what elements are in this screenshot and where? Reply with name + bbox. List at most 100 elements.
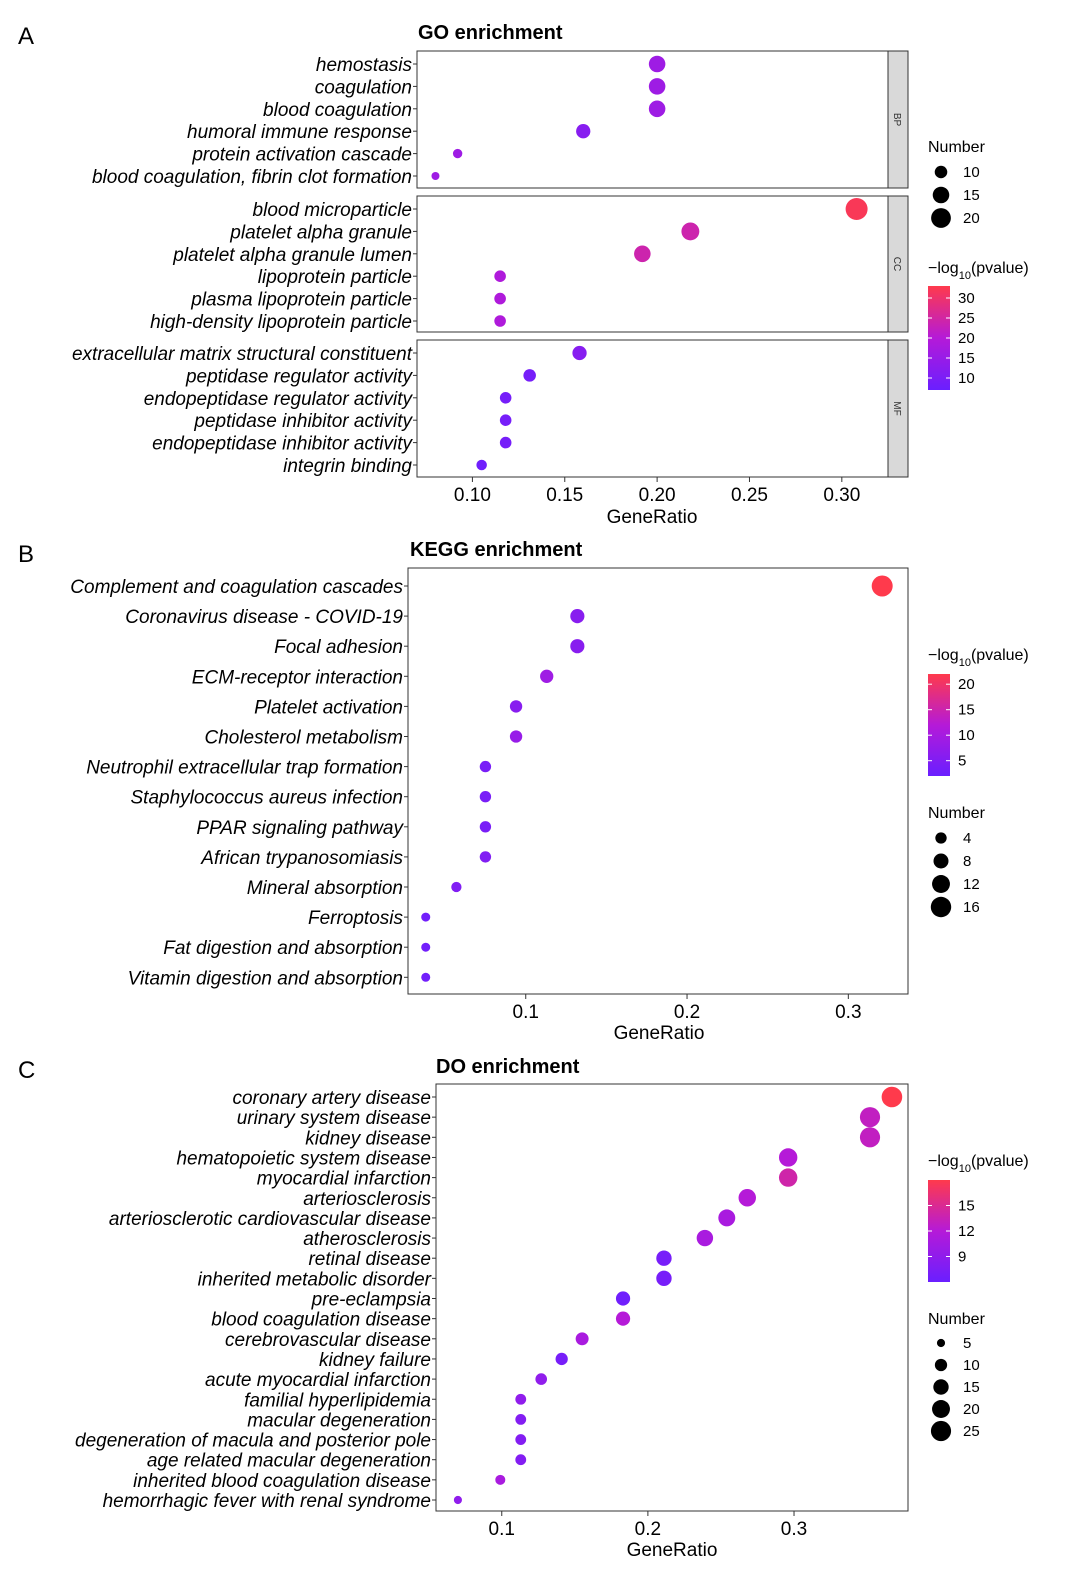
- go-term-label: extracellular matrix structural constitu…: [72, 344, 413, 365]
- go-point: [499, 436, 512, 449]
- do-point: [718, 1209, 736, 1227]
- go-size-legend-label: 15: [963, 187, 980, 204]
- go-facet-strip-label: BP: [891, 113, 902, 127]
- kegg-point: [451, 881, 462, 893]
- go-color-legend-label: 10: [958, 370, 975, 387]
- panel-letter-a: A: [18, 23, 34, 50]
- do-point: [515, 1393, 527, 1405]
- go-point: [494, 315, 506, 327]
- kegg-term-label: Focal adhesion: [274, 637, 403, 658]
- kegg-point: [421, 972, 431, 982]
- do-color-legend-title: −log10(pvalue): [928, 1153, 1029, 1175]
- do-term-label: familial hyperlipidemia: [244, 1390, 431, 1411]
- go-color-legend-label: 30: [958, 290, 975, 307]
- do-size-legend-label: 15: [963, 1379, 980, 1396]
- kegg-point: [479, 821, 492, 833]
- do-x-tick-label: 0.1: [489, 1519, 515, 1540]
- go-color-legend-label: 20: [958, 330, 975, 347]
- do-term-label: pre-eclampsia: [311, 1290, 431, 1311]
- go-facet-panel: [416, 195, 889, 333]
- do-term-label: coronary artery disease: [232, 1088, 431, 1109]
- go-term-label: peptidase inhibitor activity: [193, 411, 413, 432]
- go-x-axis-title: GeneRatio: [607, 507, 698, 528]
- go-term-label: protein activation cascade: [191, 145, 412, 166]
- do-term-label: retinal disease: [308, 1249, 431, 1270]
- kegg-size-legend-dot: [935, 832, 947, 844]
- do-term-label: blood coagulation disease: [211, 1310, 431, 1331]
- go-point: [576, 124, 591, 139]
- do-size-legend-label: 20: [963, 1401, 980, 1418]
- do-term-label: inherited blood coagulation disease: [133, 1471, 431, 1492]
- kegg-term-label: Complement and coagulation cascades: [70, 577, 403, 598]
- go-point: [452, 148, 463, 159]
- go-point: [572, 345, 587, 361]
- do-point: [881, 1086, 903, 1108]
- kegg-size-legend-label: 12: [963, 876, 980, 893]
- do-point: [656, 1270, 672, 1287]
- kegg-color-legend-label: 10: [958, 727, 975, 744]
- go-term-label: humoral immune response: [187, 122, 412, 143]
- do-point: [515, 1413, 527, 1425]
- go-facet-strip: [887, 339, 909, 478]
- kegg-chart: 0.1 0.2 0.3 Complement and coagulation casc…: [70, 567, 1029, 1023]
- kegg-x-axis-title: GeneRatio: [614, 1023, 705, 1044]
- do-point: [575, 1332, 589, 1346]
- do-term-label: urinary system disease: [237, 1108, 431, 1129]
- go-size-legend-label: 20: [963, 210, 980, 227]
- go-facet-strip-label: CC: [891, 257, 902, 271]
- do-chart: 0.1 0.2 0.3 coronary artery diseaseurinary …: [75, 1083, 1029, 1540]
- kegg-color-legend-title: −log10(pvalue): [928, 647, 1029, 669]
- go-point: [499, 414, 512, 426]
- do-term-label: age related macular degeneration: [147, 1451, 431, 1472]
- kegg-point: [509, 700, 523, 713]
- go-term-label: integrin binding: [283, 456, 412, 477]
- do-term-label: macular degeneration: [247, 1410, 431, 1431]
- kegg-term-label: African trypanosomiasis: [200, 848, 403, 869]
- go-size-legend-dot: [932, 186, 950, 204]
- go-color-legend-title: −log10(pvalue): [928, 260, 1029, 282]
- go-facet-strip-label: MF: [891, 401, 902, 415]
- go-point: [523, 369, 536, 382]
- go-term-label: lipoprotein particle: [258, 267, 412, 288]
- do-point: [495, 1474, 506, 1485]
- kegg-chart-title: KEGG enrichment: [410, 539, 583, 561]
- kegg-point: [479, 851, 492, 863]
- kegg-point: [479, 791, 492, 803]
- kegg-size-legend-dot: [930, 896, 952, 918]
- kegg-color-bar: [928, 674, 950, 776]
- go-size-legend-dot: [934, 165, 948, 179]
- do-point: [453, 1495, 462, 1505]
- go-color-bar: [928, 286, 950, 390]
- do-point: [515, 1454, 527, 1466]
- do-term-label: arteriosclerosis: [303, 1189, 431, 1210]
- go-chart-title: GO enrichment: [418, 22, 563, 44]
- go-term-label: blood coagulation: [263, 100, 412, 121]
- go-term-label: coagulation: [315, 77, 412, 98]
- go-term-label: endopeptidase regulator activity: [144, 389, 414, 410]
- do-x-tick-label: 0.2: [635, 1519, 661, 1540]
- do-point: [859, 1127, 881, 1148]
- do-point: [555, 1352, 568, 1366]
- do-size-legend-dot: [933, 1379, 949, 1395]
- go-term-label: high-density lipoprotein particle: [150, 312, 412, 333]
- do-color-legend-label: 9: [958, 1249, 966, 1266]
- do-chart-title: DO enrichment: [436, 1056, 580, 1078]
- go-color-legend-label: 15: [958, 350, 975, 367]
- kegg-size-legend-label: 4: [963, 830, 971, 847]
- go-point: [499, 392, 512, 404]
- go-term-label: platelet alpha granule: [229, 222, 412, 243]
- do-size-legend-title: Number: [928, 1311, 986, 1328]
- do-size-legend-dot: [934, 1358, 948, 1372]
- kegg-color-legend-label: 5: [958, 753, 966, 770]
- do-term-label: inherited metabolic disorder: [198, 1269, 432, 1290]
- do-term-label: kidney failure: [319, 1350, 431, 1371]
- do-point: [515, 1434, 527, 1445]
- kegg-term-label: PPAR signaling pathway: [196, 818, 404, 839]
- kegg-x-tick-label: 0.1: [513, 1002, 539, 1023]
- go-point: [648, 78, 666, 95]
- kegg-size-legend-dot: [933, 853, 949, 869]
- kegg-point: [509, 730, 523, 743]
- do-term-label: kidney disease: [305, 1128, 431, 1149]
- do-x-tick-label: 0.3: [781, 1519, 807, 1540]
